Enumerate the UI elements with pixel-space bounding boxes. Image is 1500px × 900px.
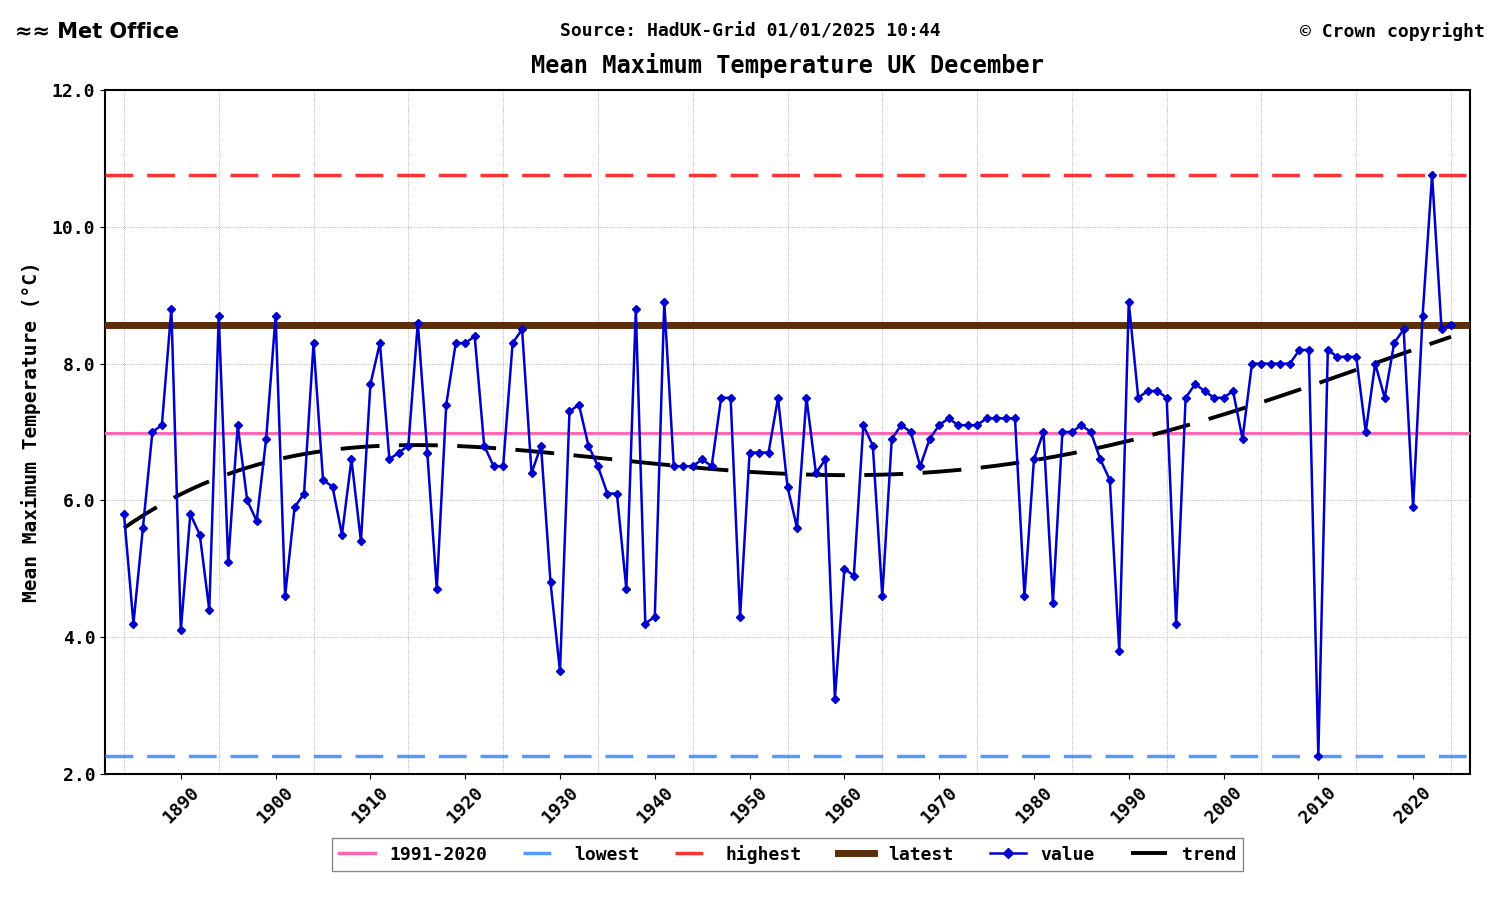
Text: ≈≈ Met Office: ≈≈ Met Office — [15, 22, 178, 41]
Text: © Crown copyright: © Crown copyright — [1300, 22, 1485, 41]
Text: Source: HadUK-Grid 01/01/2025 10:44: Source: HadUK-Grid 01/01/2025 10:44 — [560, 22, 940, 40]
Title: Mean Maximum Temperature UK December: Mean Maximum Temperature UK December — [531, 53, 1044, 78]
Y-axis label: Mean Maximum Temperature (°C): Mean Maximum Temperature (°C) — [21, 262, 40, 602]
Legend: 1991-2020, lowest, highest, latest, value, trend: 1991-2020, lowest, highest, latest, valu… — [332, 838, 1244, 871]
